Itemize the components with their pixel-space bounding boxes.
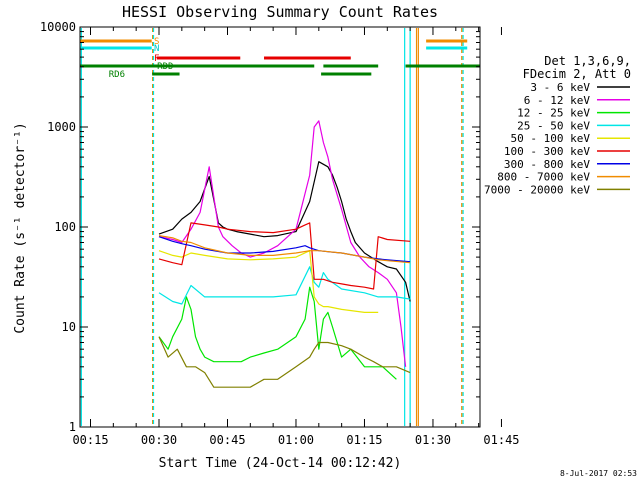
- y-tick-label-4: 10000: [40, 20, 76, 34]
- series-line-2: [158, 286, 397, 380]
- x-tick-label-6: 01:45: [483, 433, 519, 447]
- y-tick-label-1: 10: [62, 320, 76, 334]
- y-tick-label-2: 100: [54, 220, 76, 234]
- series-line-8: [158, 336, 411, 388]
- y-axis: 1 10 100 1000 10000: [40, 20, 480, 434]
- legend-label-7: 800 - 7000 keV: [497, 171, 590, 184]
- flag-label-f: F: [154, 54, 159, 64]
- x-tick-label-0: 00:15: [72, 433, 108, 447]
- y-axis-label: Count Rate (s⁻¹ detector⁻¹): [13, 122, 28, 333]
- footer-date: 8-Jul-2017 02:53: [560, 469, 637, 478]
- legend-label-0: 3 - 6 keV: [530, 81, 590, 94]
- legend-label-2: 12 - 25 keV: [517, 107, 590, 120]
- flag-label-rd6: RD6: [109, 70, 125, 80]
- legend-label-8: 7000 - 20000 keV: [484, 183, 590, 196]
- series-line-4: [158, 250, 379, 313]
- x-axis: 00:15 00:30 00:45 01:00 01:15 01:30 01:45: [72, 27, 520, 447]
- series-line-1: [158, 120, 407, 367]
- x-tick-label-1: 00:30: [141, 433, 177, 447]
- flag-label-n: N: [154, 44, 159, 54]
- x-tick-label-4: 01:15: [346, 433, 382, 447]
- x-tick-label-2: 00:45: [209, 433, 245, 447]
- legend: Det 1,3,6,9, FDecim 2, Att 0 3 - 6 keV6 …: [484, 54, 631, 196]
- x-axis-label: Start Time (24-Oct-14 00:12:42): [159, 456, 402, 471]
- y-tick-label-3: 1000: [47, 120, 76, 134]
- series-line-3: [158, 266, 411, 305]
- x-tick-label-3: 01:00: [278, 433, 314, 447]
- y-tick-label-0: 1: [69, 420, 76, 434]
- x-tick-label-5: 01:30: [415, 433, 451, 447]
- legend-label-1: 6 - 12 keV: [524, 94, 591, 107]
- legend-label-5: 100 - 300 keV: [504, 145, 590, 158]
- chart-title: HESSI Observing Summary Count Rates: [122, 3, 438, 21]
- legend-header-1: Det 1,3,6,9,: [544, 54, 631, 68]
- series-line-7: [158, 235, 411, 264]
- series-line-5: [158, 222, 411, 290]
- legend-label-6: 300 - 800 keV: [504, 158, 590, 171]
- series-line-0: [158, 161, 411, 302]
- legend-label-4: 50 - 100 keV: [511, 132, 591, 145]
- legend-header-2: FDecim 2, Att 0: [523, 67, 631, 81]
- plot-frame: [79, 26, 481, 428]
- flag-label-rdd: RDD: [157, 62, 173, 72]
- legend-label-3: 25 - 50 keV: [517, 119, 590, 132]
- flag-label-s: S: [154, 37, 159, 47]
